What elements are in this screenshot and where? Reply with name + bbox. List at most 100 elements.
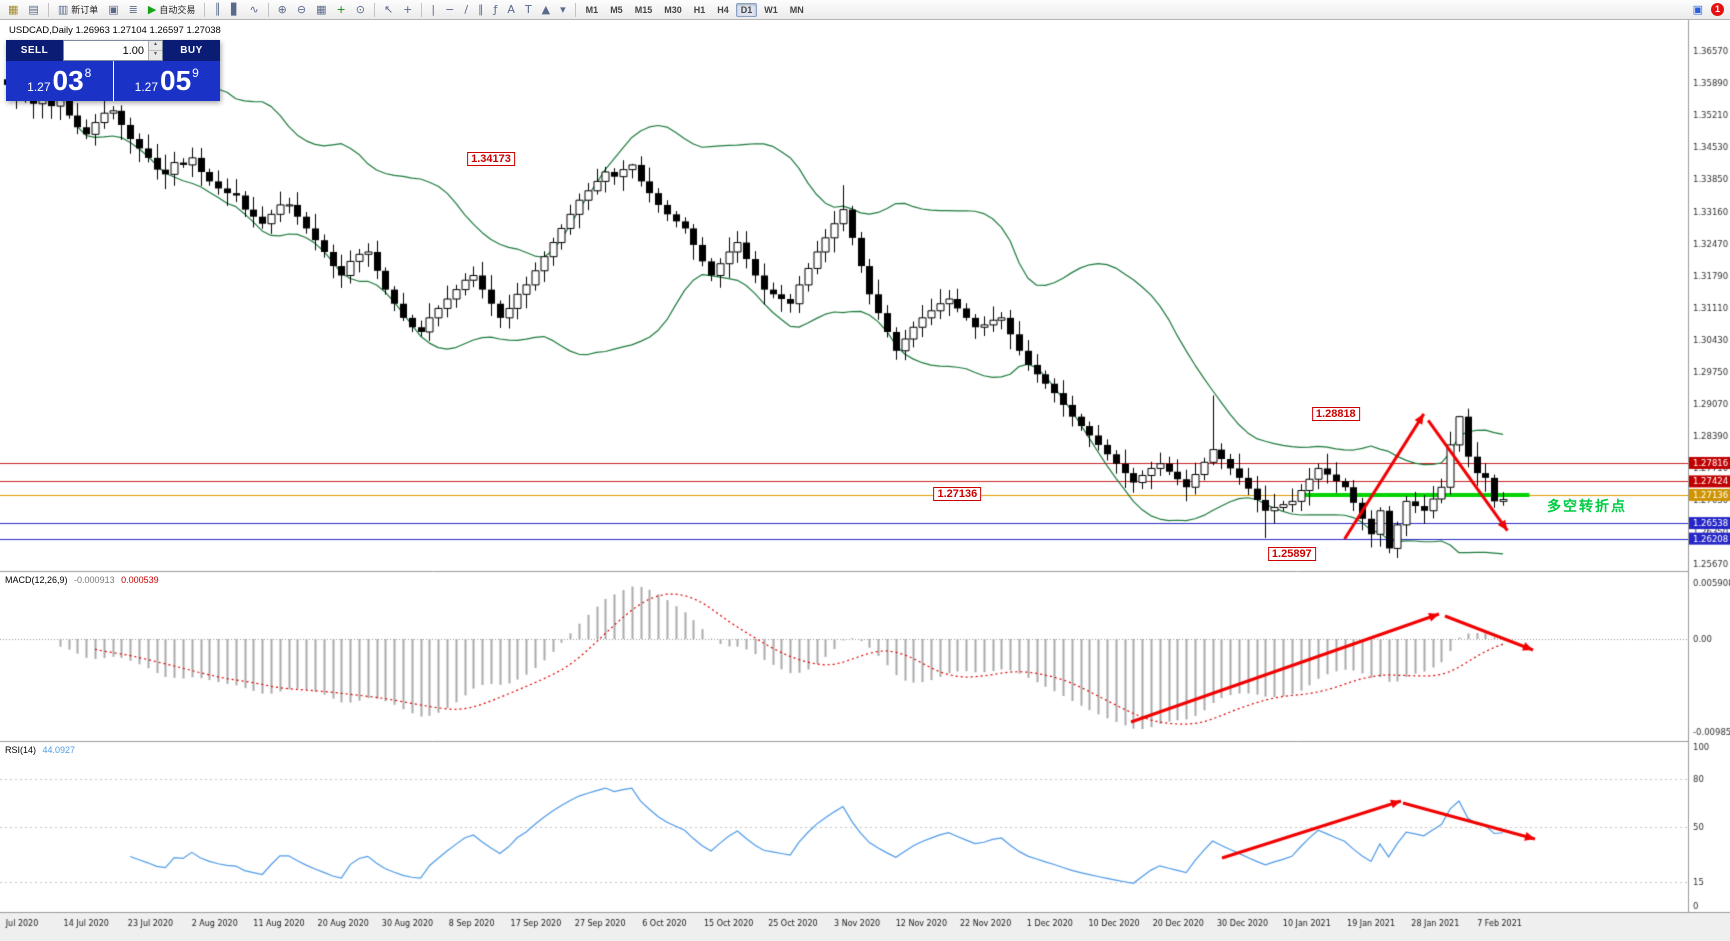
text-icon: A [507,2,515,16]
channel-icon: ∥ [478,2,484,16]
profiles-icon: ▤ [28,2,39,16]
timeframe-m5[interactable]: M5 [610,4,623,15]
trendline-icon: / [464,2,469,16]
periods-icon: ⊙ [355,2,365,16]
zoom-out-icon: ⊖ [296,2,307,16]
market-watch-button[interactable]: ≣ [125,1,142,19]
zoom-out-button[interactable]: ⊖ [293,1,310,19]
shapes-dropdown[interactable]: ▾ [556,1,570,19]
pivot-price-label[interactable]: 1.27136 [933,487,982,502]
rsi-indicator-label: RSI(14) 44.0927 [5,745,75,755]
timeframe-w1[interactable]: W1 [764,4,778,15]
toolbar-separator [574,2,576,17]
indicators-button[interactable]: + [333,1,350,19]
autotrading-button[interactable]: ▶ 自动交易 [144,1,199,19]
trendline-button[interactable]: / [460,1,472,19]
timeframe-m1[interactable]: M1 [585,4,599,15]
autotrading-icon: ▶ [147,2,157,16]
crosshair-icon: + [403,2,413,16]
timeframe-m30[interactable]: M30 [664,4,682,15]
volume-spinner: ▲ ▼ [148,41,162,60]
new-chart-icon: ▦ [8,2,19,16]
line-chart-icon: ∿ [249,2,259,16]
fibonacci-icon: ƒ [493,2,498,16]
periods-button[interactable]: ⊙ [352,1,369,19]
buy-price-big: 05 [160,65,192,96]
chart-title: USDCAD,Daily 1.26963 1.27104 1.26597 1.2… [9,25,221,36]
volume-decrease-button[interactable]: ▼ [149,51,162,60]
buy-price-prefix: 1.27 [134,80,158,94]
shapes-icon: ▾ [560,2,566,16]
timeframe-h1[interactable]: H1 [693,4,706,15]
toolbar-separator [373,2,375,17]
sell-price-button[interactable]: 1.27 03 8 [6,61,113,101]
timeframe-h4[interactable]: H4 [717,4,729,15]
sell-price-prefix: 1.27 [27,80,51,94]
toolbar-right: ▣ 1 [1688,1,1727,19]
tile-windows-button[interactable]: ▦ [312,1,330,19]
jan-low-price-label[interactable]: 1.25897 [1267,547,1316,562]
timeframe-mn[interactable]: MN [789,4,804,15]
volume-increase-button[interactable]: ▲ [149,41,162,51]
toolbar: ▦ ▤ ▥ 新订单 ▣ ≣ ▶ 自动交易 ║ ▋ ∿ ⊕ ⊖ ▦ + ⊙ ↖ + | − / ∥ ƒ A T ▲ ▾ M1 M5 M15… [0,0,1730,20]
crosshair-button[interactable]: + [399,1,416,19]
channel-button[interactable]: ∥ [474,1,488,19]
candlestick-chart-button[interactable]: ▋ [227,1,243,19]
macd-main-value: -0.000913 [74,575,115,585]
text-button[interactable]: A [503,1,519,19]
rsi-value: 44.0927 [42,745,76,755]
sell-button[interactable]: SELL [6,40,63,61]
one-click-trading-panel: SELL ▲ ▼ BUY 1.27 03 8 1.27 05 9 [6,40,220,101]
community-icon: ▣ [1692,2,1703,16]
zoom-in-button[interactable]: ⊕ [274,1,291,19]
macd-signal-value: 0.000539 [121,575,159,585]
pivot-annotation-text[interactable]: 多空转折点 [1547,498,1627,515]
cursor-icon: ↖ [383,2,394,16]
line-chart-button[interactable]: ∿ [245,1,262,19]
cursor-button[interactable]: ↖ [380,1,397,19]
market-watch-icon: ≣ [128,2,138,16]
buy-button[interactable]: BUY [163,40,220,61]
buy-price-pipette: 9 [192,66,199,80]
new-order-icon: ▥ [57,2,69,16]
tile-windows-icon: ▦ [316,2,327,16]
vertical-line-button[interactable]: | [427,1,439,19]
autotrading-button-label: 自动交易 [159,5,196,15]
bar-chart-icon: ║ [214,2,221,16]
fibonacci-button[interactable]: ƒ [490,1,502,19]
sell-price-pipette: 8 [84,66,92,80]
shapes-icon: ▲ [541,2,551,16]
zoom-in-icon: ⊕ [277,2,287,16]
bar-chart-button[interactable]: ║ [210,1,225,19]
horizontal-line-button[interactable]: − [441,1,458,19]
label-button[interactable]: T [521,1,536,19]
toolbar-separator [204,2,206,17]
chart-window-button[interactable]: ▣ [104,1,122,19]
vertical-line-icon: | [431,2,436,16]
volume-field: ▲ ▼ [63,40,163,61]
shapes-button[interactable]: ▲ [538,1,554,19]
new-chart-button[interactable]: ▦ [4,1,22,19]
sell-price-big: 03 [52,65,84,96]
notification-badge[interactable]: 1 [1711,3,1724,16]
new-order-button[interactable]: ▥ 新订单 [54,1,102,19]
toolbar-icons: ▦ ▤ ▥ 新订单 ▣ ≣ ▶ 自动交易 ║ ▋ ∿ ⊕ ⊖ ▦ + ⊙ ↖ + | − / ∥ ƒ A T ▲ ▾ [3,1,580,19]
timeframe-m15[interactable]: M15 [634,4,653,15]
price-divider [112,61,114,101]
community-button[interactable]: ▣ [1689,1,1707,19]
candlestick-chart-icon: ▋ [230,2,240,16]
timeframe-d1[interactable]: D1 [735,2,758,17]
macd-name: MACD(12,26,9) [5,575,68,585]
jan-high-price-label[interactable]: 1.28818 [1311,406,1360,421]
label-icon: T [524,2,532,16]
toolbar-separator [267,2,269,17]
buy-price-button[interactable]: 1.27 05 9 [114,61,221,101]
chart-window-icon: ▣ [108,2,119,16]
volume-input[interactable] [64,41,148,60]
new-order-button-label: 新订单 [71,5,99,15]
profiles-button[interactable]: ▤ [24,1,42,19]
macd-indicator-label: MACD(12,26,9) -0.000913 0.000539 [5,575,159,585]
sep-high-price-label[interactable]: 1.34173 [467,152,515,167]
toolbar-separator [47,2,49,17]
